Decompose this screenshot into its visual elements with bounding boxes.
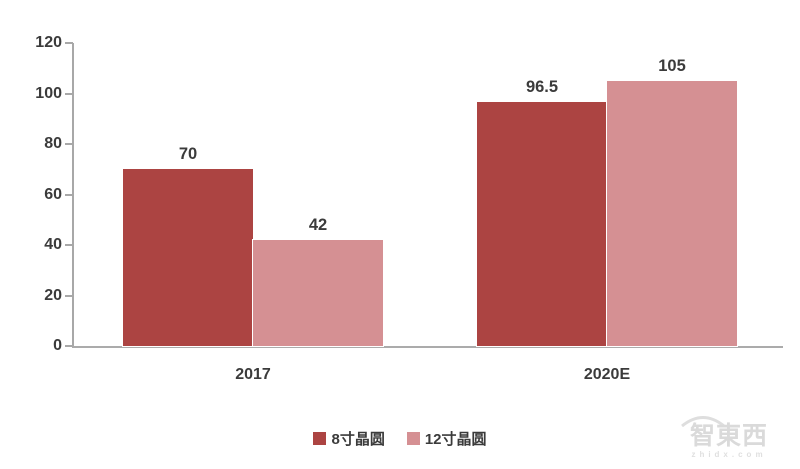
y-tick-label: 20 xyxy=(44,286,62,304)
chart-legend: 8寸晶圆 12寸晶圆 xyxy=(0,428,800,449)
bar-2020E-12寸晶圆 xyxy=(606,79,738,348)
y-tick-label: 60 xyxy=(44,185,62,203)
bar-2017-8寸晶圆 xyxy=(122,168,254,347)
y-tick-mark xyxy=(65,42,73,44)
y-tick-label: 40 xyxy=(44,236,62,253)
legend-item-series2: 12寸晶圆 xyxy=(406,428,487,449)
y-tick-mark xyxy=(65,193,73,196)
y-axis-line xyxy=(72,43,74,346)
y-tick-label: 80 xyxy=(44,135,62,152)
watermark-text: 智東西 xyxy=(689,422,768,450)
legend-label-8inch: 8寸晶圆 xyxy=(331,431,385,448)
legend-item-series1: 8寸晶圆 xyxy=(313,428,385,449)
y-tick-mark xyxy=(65,244,73,246)
watermark-subtext: zhidx.com xyxy=(691,450,767,459)
bar-2020E-8寸晶圆 xyxy=(476,101,608,347)
y-tick-label: 120 xyxy=(35,34,62,51)
zhidx-watermark-logo: 智東西 zhidx.com xyxy=(674,415,784,459)
y-tick-mark xyxy=(65,294,73,297)
y-tick-mark xyxy=(65,143,73,145)
bar-value-label: 96.5 xyxy=(525,78,559,97)
watermark-arc-icon xyxy=(681,416,725,427)
y-tick-label: 0 xyxy=(53,337,62,354)
bar-value-label: 105 xyxy=(658,56,686,75)
x-category-label: 2017 xyxy=(235,366,271,383)
legend-label-12inch: 12寸晶圆 xyxy=(424,431,487,448)
y-tick-mark xyxy=(65,92,73,95)
x-axis-line xyxy=(72,346,783,348)
x-category-label: 2020E xyxy=(583,366,631,383)
legend-swatch-12inch xyxy=(406,432,420,445)
bar-value-label: 42 xyxy=(308,215,328,234)
y-tick-label: 100 xyxy=(35,84,62,102)
bar-value-label: 70 xyxy=(178,145,198,164)
y-tick-mark xyxy=(65,345,73,347)
legend-swatch-8inch xyxy=(313,432,327,445)
bar-2017-12寸晶圆 xyxy=(252,238,384,347)
